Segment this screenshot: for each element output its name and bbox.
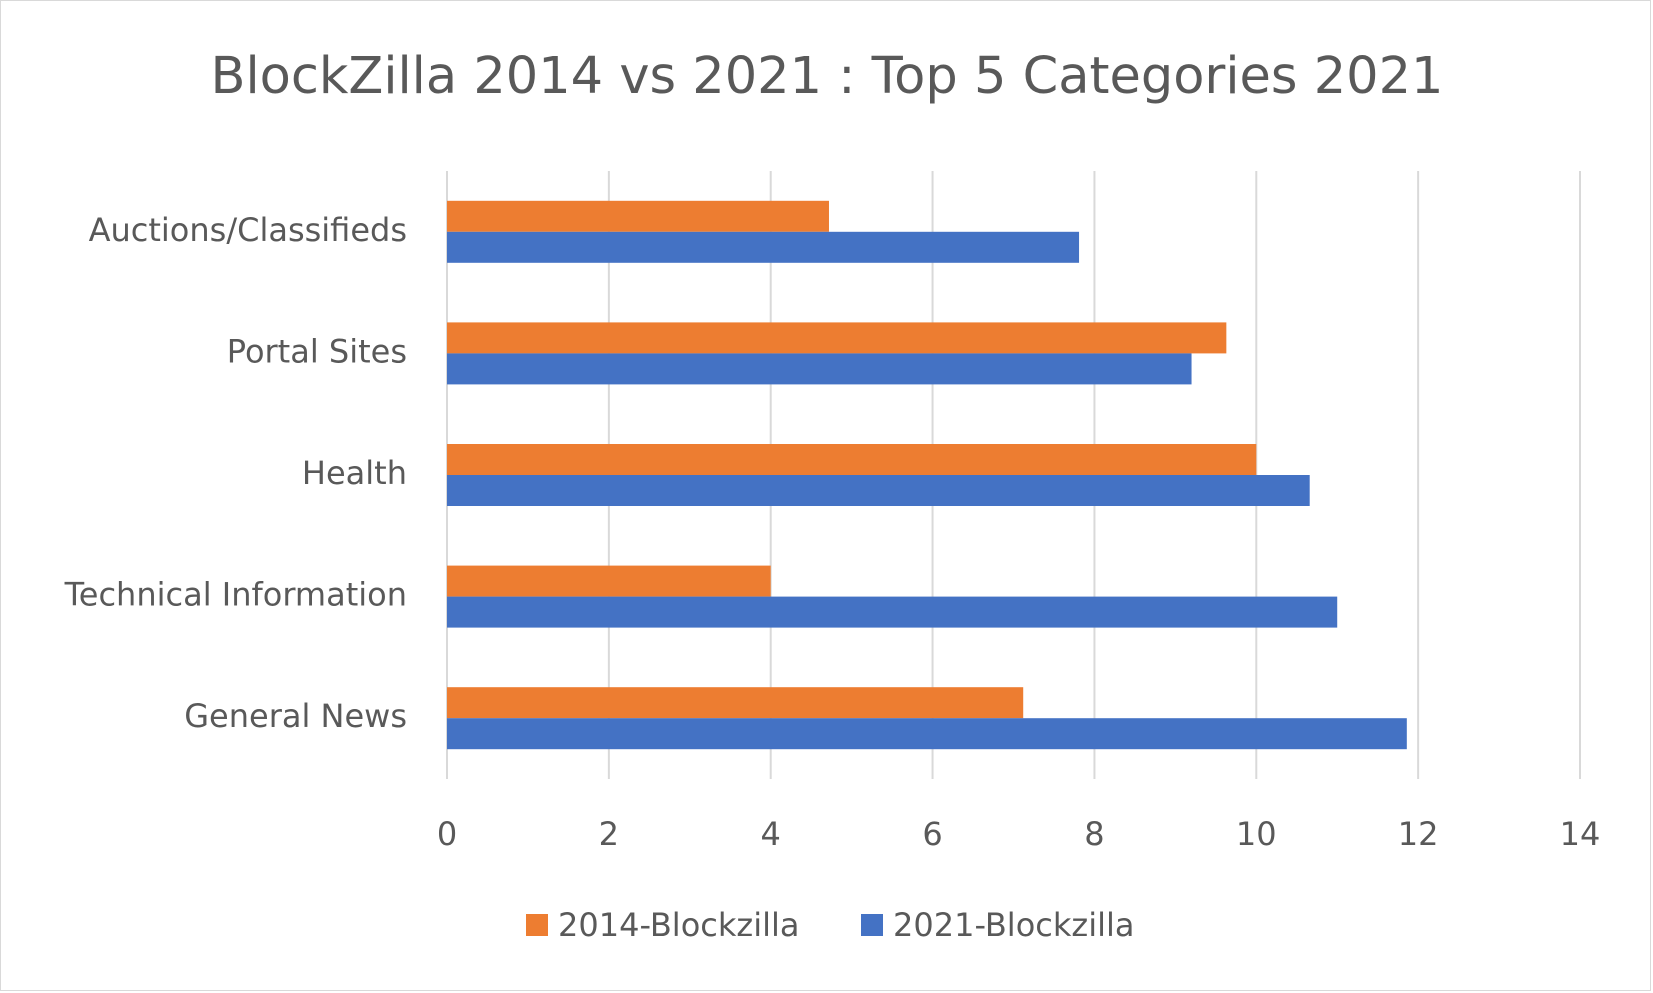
legend-label: 2021-Blockzilla [893,906,1134,944]
bar-2014-blockzilla-1 [447,322,1227,354]
category-label: Health [302,454,407,492]
category-label: Technical Information [64,576,407,614]
x-tick-label: 4 [761,815,781,853]
bar-2021-blockzilla-3 [447,596,1338,628]
x-axis-tick-labels: 0 2 4 6 8 10 12 14 [437,815,1601,853]
bar-2021-blockzilla-1 [447,353,1192,385]
legend-swatch [526,914,548,936]
category-label: Auctions/Classifieds [89,211,407,249]
bar-2014-blockzilla-4 [447,687,1024,719]
legend-swatch [861,914,883,936]
category-labels: Auctions/Classifieds Portal Sites Health Te… [64,211,407,735]
bar-2014-blockzilla-2 [447,444,1257,475]
x-tick-label: 0 [437,815,457,853]
category-label: General News [184,697,407,735]
legend: 2014-Blockzilla 2021-Blockzilla [526,906,1134,944]
bars [447,200,1407,750]
bar-2014-blockzilla-3 [447,565,771,597]
x-tick-label: 6 [922,815,942,853]
bar-2014-blockzilla-0 [447,200,829,232]
category-label: Portal Sites [227,332,407,370]
bar-2021-blockzilla-2 [447,475,1310,506]
x-tick-label: 14 [1560,815,1601,853]
bar-2021-blockzilla-0 [447,231,1080,263]
x-tick-label: 12 [1398,815,1439,853]
x-tick-label: 10 [1236,815,1277,853]
chart-title: BlockZilla 2014 vs 2021 : Top 5 Categori… [210,47,1443,106]
x-tick-label: 2 [599,815,619,853]
x-tick-label: 8 [1084,815,1104,853]
bar-2021-blockzilla-4 [447,718,1407,750]
legend-label: 2014-Blockzilla [558,906,799,944]
